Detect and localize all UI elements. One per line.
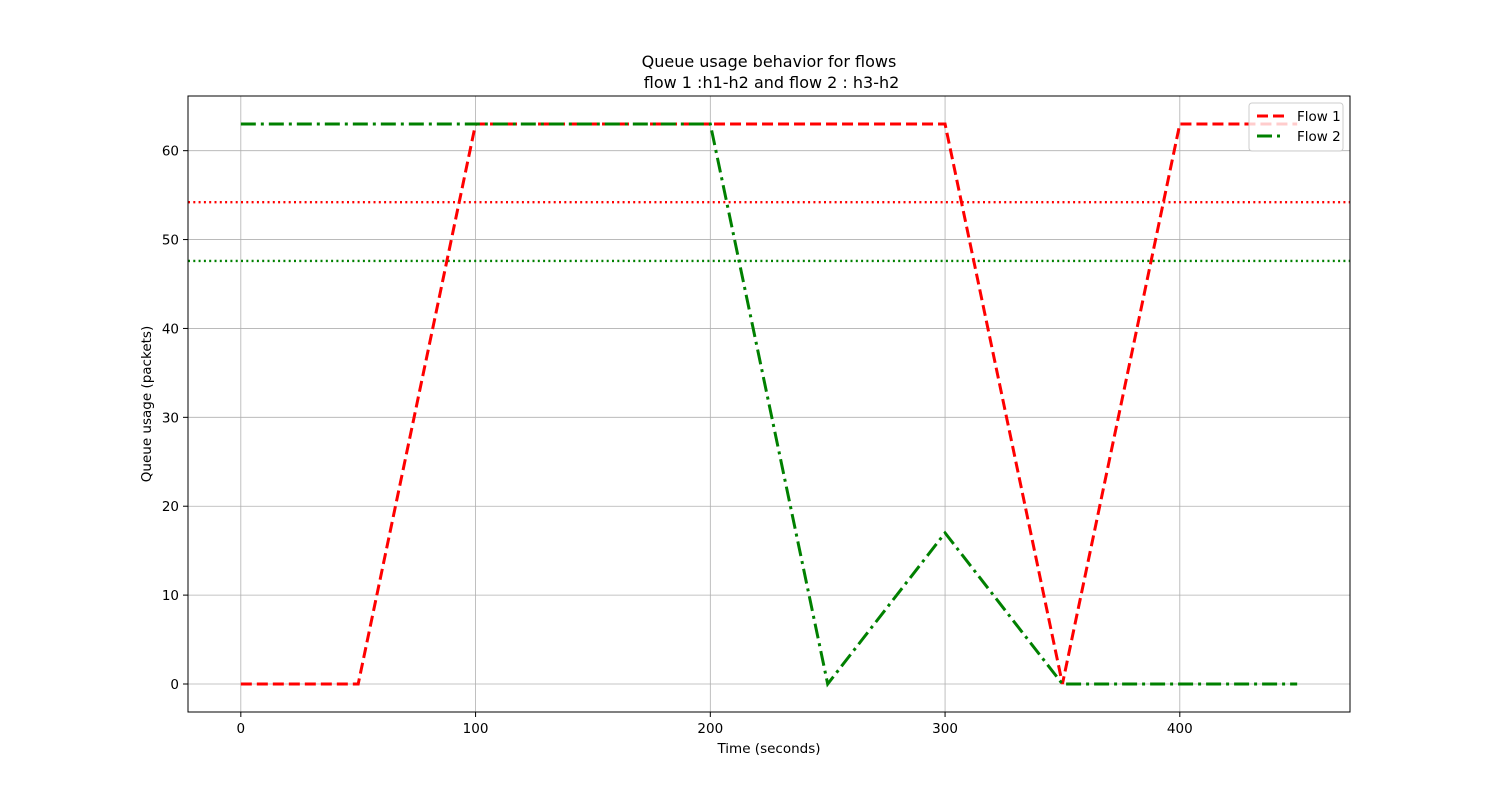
x-tick-label: 0 (237, 721, 246, 737)
threshold-lines (188, 201, 1350, 263)
y-tick-label: 40 (162, 321, 179, 337)
plot-frame (187, 95, 1351, 713)
chart-title: Queue usage behavior for flows (642, 52, 897, 71)
legend-label: Flow 2 (1297, 129, 1341, 145)
grid (188, 96, 1350, 712)
series-line-flow-2 (240, 122, 1298, 688)
legend: Flow 1 Flow 2 (1248, 102, 1344, 152)
x-axis-label: Time (seconds) (716, 741, 820, 757)
series-lines (240, 122, 1298, 688)
x-tick-label: 300 (932, 721, 958, 737)
y-tick-label: 0 (170, 677, 179, 693)
y-tick-label: 60 (162, 144, 179, 160)
y-axis-label: Queue usage (packets) (139, 326, 155, 482)
x-tick-label: 100 (463, 721, 489, 737)
y-tick-label: 30 (162, 410, 179, 426)
legend-label: Flow 1 (1297, 109, 1341, 125)
y-tick-label: 50 (162, 233, 179, 249)
x-tick-label: 200 (697, 721, 723, 737)
chart-subtitle: flow 1 :h1-h2 and flow 2 : h3-h2 (639, 73, 900, 92)
legend-box (1248, 102, 1344, 152)
series-line-flow-1 (240, 122, 1298, 686)
y-tick-label: 20 (162, 499, 179, 515)
x-tick-label: 400 (1167, 721, 1193, 737)
axis-ticks: 0 100 200 300 400 0 10 20 30 40 50 60 (162, 144, 1193, 737)
y-tick-label: 10 (162, 588, 179, 604)
